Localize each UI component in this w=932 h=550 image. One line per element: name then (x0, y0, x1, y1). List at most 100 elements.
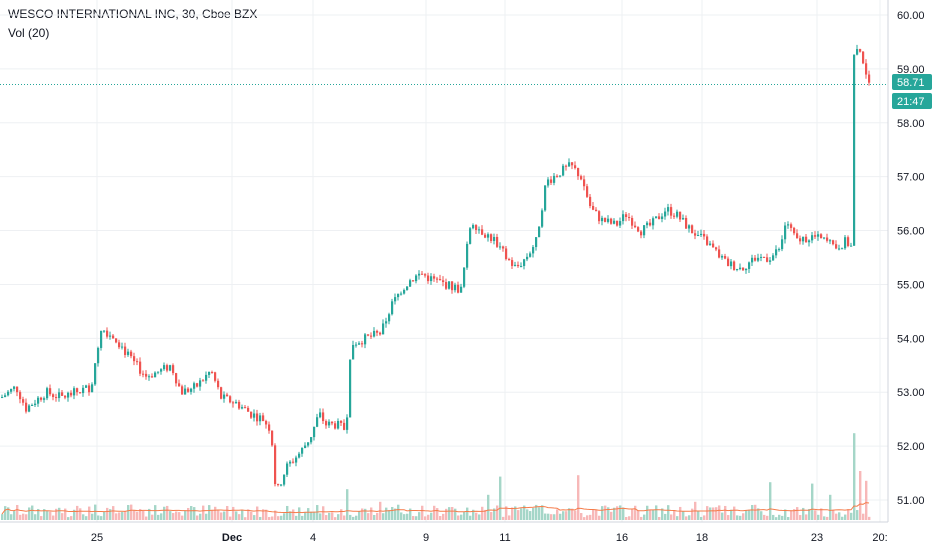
volume-bar (850, 512, 853, 520)
volume-bar (505, 506, 508, 520)
volume-indicator-label[interactable]: Vol (20) (8, 26, 50, 40)
volume-bar (124, 510, 127, 520)
candle-body (22, 399, 25, 403)
candle-body (835, 244, 838, 249)
candle-body (352, 345, 355, 360)
candle-body (418, 273, 421, 276)
volume-bar (127, 505, 130, 520)
volume-bar (313, 511, 316, 520)
volume-bar (454, 508, 457, 520)
candle-body (28, 405, 31, 412)
volume-bar (751, 504, 754, 520)
volume-bar (118, 512, 121, 520)
volume-bar (523, 505, 526, 520)
candle-body (832, 240, 835, 245)
volume-bar (562, 511, 565, 520)
volume-bar (580, 513, 583, 520)
volume-bar (577, 475, 580, 520)
volume-bar (361, 508, 364, 520)
volume-bar (487, 494, 490, 520)
volume-bar (37, 508, 40, 520)
candle-body (16, 386, 19, 393)
volume-bar (271, 516, 274, 520)
candle-body (364, 334, 367, 345)
candle-body (343, 422, 346, 430)
candle-body (730, 261, 733, 267)
volume-bar (784, 509, 787, 520)
candle-body (280, 484, 283, 486)
volume-bar (616, 506, 619, 520)
candle-body (772, 255, 775, 261)
candle-body (502, 246, 505, 249)
candle-body (628, 217, 631, 219)
volume-bar (721, 512, 724, 520)
candle-body (688, 225, 691, 229)
candle-body (103, 330, 106, 332)
price-tick-label: 51.00 (897, 495, 925, 507)
candle-body (826, 237, 829, 241)
candle-body (664, 211, 667, 217)
volume-bar (175, 511, 178, 520)
volume-bar (220, 512, 223, 520)
volume-bar (745, 510, 748, 520)
candle-body (850, 245, 853, 247)
candle-body (115, 338, 118, 343)
candle-body (550, 179, 553, 183)
volume-bar (859, 471, 862, 520)
candle-body (784, 225, 787, 240)
candle-body (841, 248, 844, 250)
volume-bar (244, 517, 247, 520)
candle-body (55, 397, 58, 399)
volume-bar (205, 513, 208, 520)
volume-bar (430, 512, 433, 520)
candle-body (652, 218, 655, 226)
candle-body (331, 421, 334, 424)
candle-body (478, 229, 481, 231)
candle-body (97, 347, 100, 364)
candle-body (259, 415, 262, 422)
candle-body (868, 74, 871, 83)
volume-bar (367, 513, 370, 520)
volume-bar (832, 509, 835, 520)
volume-bar (466, 507, 469, 520)
volume-bar (667, 505, 670, 520)
volume-bar (304, 512, 307, 520)
candle-body (559, 175, 562, 177)
candle-body (250, 411, 253, 418)
volume-bar (355, 515, 358, 520)
volume-bar (187, 507, 190, 520)
candle-body (82, 387, 85, 394)
price-axis-background (888, 0, 932, 550)
volume-bar (151, 514, 154, 520)
volume-bar (823, 516, 826, 520)
candle-body (169, 365, 172, 371)
volume-bar (610, 511, 613, 520)
volume-bar (787, 517, 790, 520)
candle-body (763, 256, 766, 258)
volume-bar (703, 515, 706, 520)
candle-body (475, 225, 478, 230)
candle-body (532, 247, 535, 254)
candle-body (52, 394, 55, 398)
volume-bar (811, 483, 814, 520)
candle-body (838, 248, 841, 250)
volume-bar (112, 506, 115, 520)
volume-bar (511, 507, 514, 520)
candle-body (175, 373, 178, 384)
time-tick-label: 11 (499, 532, 510, 544)
volume-bar (7, 507, 10, 520)
volume-bar (742, 513, 745, 520)
volume-bar (184, 510, 187, 520)
volume-bar (664, 513, 667, 520)
volume-bar (769, 482, 772, 520)
volume-bar (400, 512, 403, 520)
candle-body (316, 417, 319, 427)
volume-bar (292, 509, 295, 520)
volume-bar (181, 515, 184, 520)
candle-body (511, 260, 514, 266)
volume-bar (712, 507, 715, 520)
candle-body (769, 260, 772, 262)
candle-body (58, 392, 61, 399)
candle-body (796, 233, 799, 239)
